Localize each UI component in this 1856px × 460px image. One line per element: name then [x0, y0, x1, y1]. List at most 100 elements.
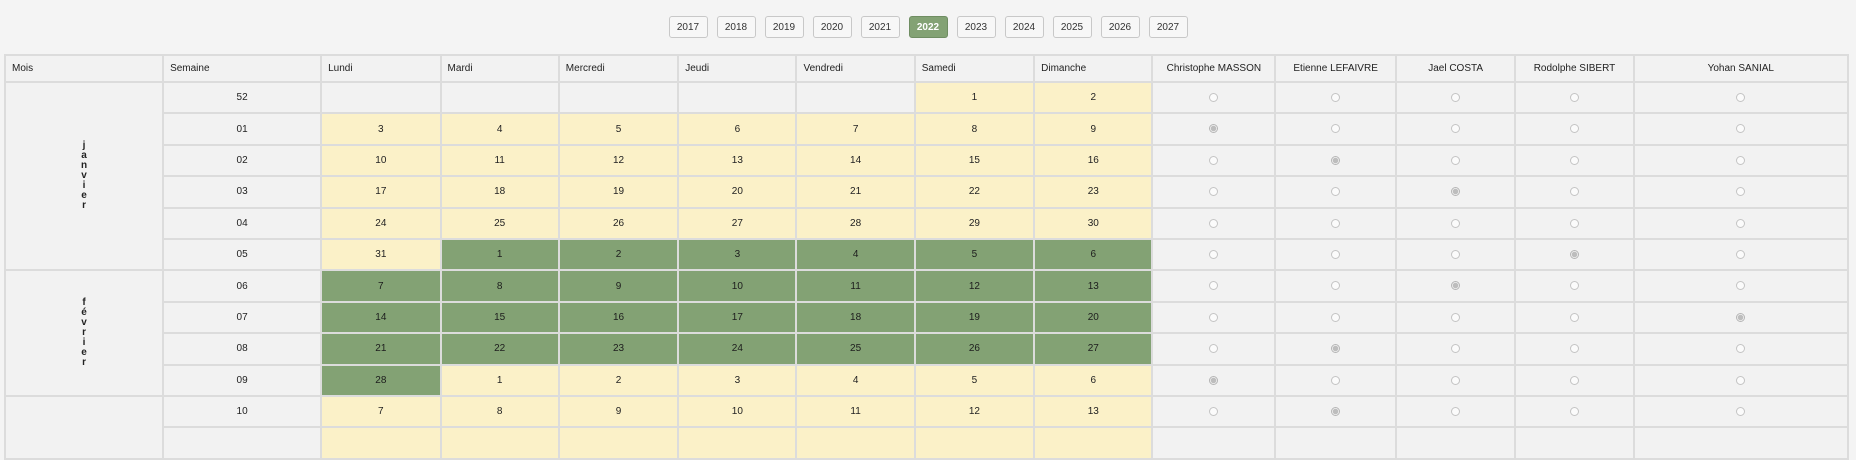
day-cell[interactable]: 2	[1033, 80, 1154, 115]
radio-button-icon[interactable]	[1451, 187, 1461, 197]
day-cell[interactable]: 14	[795, 143, 916, 178]
radio-button-icon[interactable]	[1569, 375, 1579, 385]
radio-button-icon[interactable]	[1209, 375, 1219, 385]
day-cell[interactable]: 12	[913, 269, 1036, 303]
day-cell[interactable]: 10	[677, 394, 798, 429]
radio-button-icon[interactable]	[1569, 281, 1579, 291]
day-cell[interactable]: 8	[439, 269, 560, 303]
radio-button-icon[interactable]	[1331, 124, 1341, 134]
radio-button-icon[interactable]	[1736, 218, 1746, 228]
day-cell[interactable]: 23	[557, 332, 680, 366]
radio-button-icon[interactable]	[1451, 406, 1461, 416]
day-cell[interactable]: 10	[677, 269, 798, 303]
radio-button-icon[interactable]	[1736, 187, 1746, 197]
radio-button-icon[interactable]	[1451, 375, 1461, 385]
day-cell[interactable]: 18	[439, 175, 560, 209]
radio-button-icon[interactable]	[1209, 250, 1219, 259]
radio-button-icon[interactable]	[1569, 344, 1579, 354]
radio-button-icon[interactable]	[1569, 187, 1579, 197]
day-cell[interactable]: 30	[1033, 206, 1154, 240]
day-cell[interactable]: 12	[913, 394, 1036, 429]
day-cell[interactable]: 22	[913, 175, 1036, 209]
radio-button-icon[interactable]	[1331, 312, 1341, 322]
day-cell[interactable]: 19	[913, 300, 1036, 335]
radio-button-icon[interactable]	[1451, 312, 1461, 322]
day-cell[interactable]: 28	[795, 206, 916, 240]
radio-button-icon[interactable]	[1209, 312, 1219, 322]
radio-button-icon[interactable]	[1209, 93, 1219, 103]
day-cell[interactable]: 13	[1033, 269, 1154, 303]
year-button-2027[interactable]: 2027	[1148, 16, 1188, 38]
day-cell[interactable]: 5	[557, 112, 680, 146]
day-cell[interactable]: 16	[1033, 143, 1154, 178]
radio-button-icon[interactable]	[1736, 93, 1746, 103]
day-cell[interactable]: 19	[557, 175, 680, 209]
day-cell[interactable]: 3	[677, 363, 798, 397]
year-button-2020[interactable]: 2020	[812, 16, 852, 38]
radio-button-icon[interactable]	[1569, 312, 1579, 322]
radio-button-icon[interactable]	[1569, 155, 1579, 165]
day-cell[interactable]: 22	[439, 332, 560, 366]
radio-button-icon[interactable]	[1209, 406, 1219, 416]
radio-button-icon[interactable]	[1736, 155, 1746, 165]
radio-button-icon[interactable]	[1331, 344, 1341, 354]
radio-button-icon[interactable]	[1451, 250, 1461, 259]
radio-button-icon[interactable]	[1331, 93, 1341, 103]
radio-button-icon[interactable]	[1569, 250, 1579, 259]
day-cell[interactable]: 7	[320, 269, 442, 303]
day-cell[interactable]: 1	[913, 80, 1036, 115]
day-cell[interactable]: 15	[913, 143, 1036, 178]
day-cell[interactable]: 16	[557, 300, 680, 335]
day-cell[interactable]: 1	[439, 363, 560, 397]
day-cell[interactable]: 12	[557, 143, 680, 178]
radio-button-icon[interactable]	[1569, 218, 1579, 228]
day-cell[interactable]: 4	[795, 363, 916, 397]
day-cell[interactable]: 8	[439, 394, 560, 429]
day-cell[interactable]: 26	[557, 206, 680, 240]
radio-button-icon[interactable]	[1736, 312, 1746, 322]
day-cell[interactable]: 15	[439, 300, 560, 335]
radio-button-icon[interactable]	[1209, 344, 1219, 354]
radio-button-icon[interactable]	[1451, 93, 1461, 103]
day-cell[interactable]: 2	[557, 363, 680, 397]
day-cell[interactable]: 4	[439, 112, 560, 146]
radio-button-icon[interactable]	[1209, 124, 1219, 134]
day-cell[interactable]: 26	[913, 332, 1036, 366]
day-cell[interactable]: 18	[795, 300, 916, 335]
day-cell[interactable]: 6	[1033, 237, 1154, 272]
day-cell[interactable]: 21	[320, 332, 442, 366]
day-cell[interactable]: 28	[320, 363, 442, 397]
day-cell[interactable]: 23	[1033, 175, 1154, 209]
radio-button-icon[interactable]	[1736, 375, 1746, 385]
year-button-2021[interactable]: 2021	[860, 16, 900, 38]
year-button-2023[interactable]: 2023	[956, 16, 996, 38]
day-cell[interactable]: 11	[795, 269, 916, 303]
radio-button-icon[interactable]	[1209, 281, 1219, 291]
day-cell[interactable]: 21	[795, 175, 916, 209]
day-cell[interactable]: 24	[677, 332, 798, 366]
radio-button-icon[interactable]	[1209, 218, 1219, 228]
radio-button-icon[interactable]	[1451, 218, 1461, 228]
day-cell[interactable]: 7	[320, 394, 442, 429]
day-cell[interactable]: 17	[320, 175, 442, 209]
day-cell[interactable]: 25	[795, 332, 916, 366]
radio-button-icon[interactable]	[1209, 155, 1219, 165]
day-cell[interactable]: 11	[439, 143, 560, 178]
radio-button-icon[interactable]	[1569, 93, 1579, 103]
day-cell[interactable]: 11	[795, 394, 916, 429]
radio-button-icon[interactable]	[1736, 124, 1746, 134]
radio-button-icon[interactable]	[1451, 344, 1461, 354]
day-cell[interactable]: 13	[677, 143, 798, 178]
day-cell[interactable]: 9	[557, 394, 680, 429]
day-cell[interactable]: 27	[1033, 332, 1154, 366]
year-button-2017[interactable]: 2017	[668, 16, 708, 38]
day-cell[interactable]: 3	[677, 237, 798, 272]
radio-button-icon[interactable]	[1331, 187, 1341, 197]
day-cell[interactable]: 6	[677, 112, 798, 146]
radio-button-icon[interactable]	[1331, 375, 1341, 385]
day-cell[interactable]: 31	[320, 237, 442, 272]
radio-button-icon[interactable]	[1451, 281, 1461, 291]
radio-button-icon[interactable]	[1331, 406, 1341, 416]
day-cell[interactable]: 5	[913, 237, 1036, 272]
year-button-2019[interactable]: 2019	[764, 16, 804, 38]
